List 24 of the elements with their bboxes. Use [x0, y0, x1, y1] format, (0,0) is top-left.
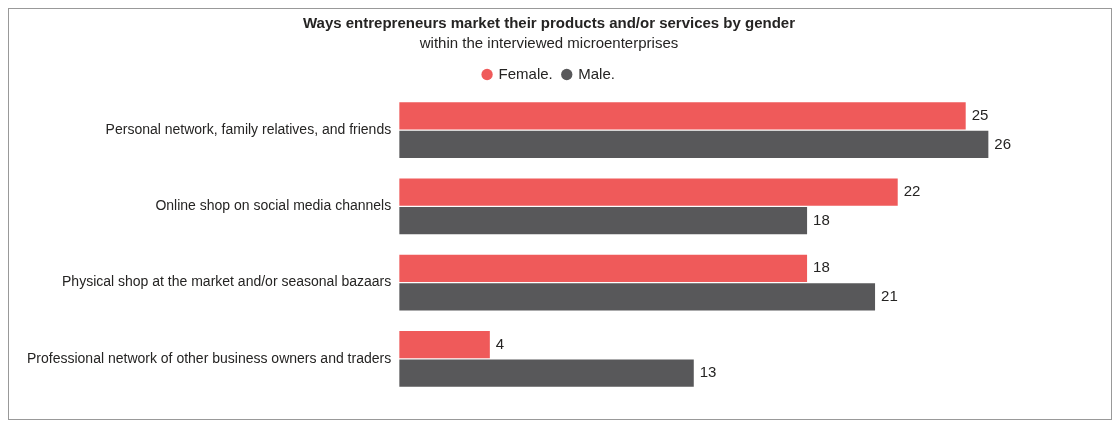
- y-tick-label: Professional network of other business owners and traders: [26, 349, 392, 366]
- bar: [399, 254, 808, 282]
- data-label: 13: [699, 363, 717, 381]
- data-label: 4: [495, 334, 505, 352]
- legend-label: Male.: [578, 64, 615, 82]
- data-label: 18: [813, 258, 830, 276]
- bar: [399, 130, 989, 158]
- y-tick-label: Personal network, family relatives, and friends: [105, 120, 392, 137]
- data-label: 26: [994, 134, 1012, 152]
- bar: [399, 207, 808, 235]
- bar: [399, 102, 966, 130]
- bar: [399, 283, 876, 311]
- y-tick-label: Physical shop at the market and/or seasonal bazaars: [62, 273, 392, 290]
- chart-title: Ways entrepreneurs market their products and/or services by gender: [302, 14, 796, 32]
- data-label: 25: [971, 105, 989, 123]
- data-label: 21: [881, 287, 898, 305]
- y-tick-label: Online shop on social media channels: [155, 197, 392, 214]
- data-label: 18: [813, 210, 830, 228]
- bar: [399, 331, 490, 359]
- chart-subtitle: within the interviewed microenterprises: [418, 34, 679, 52]
- legend-label: Female.: [498, 64, 553, 82]
- bar: [399, 178, 898, 206]
- data-label: 22: [903, 182, 921, 200]
- bar: [399, 359, 694, 387]
